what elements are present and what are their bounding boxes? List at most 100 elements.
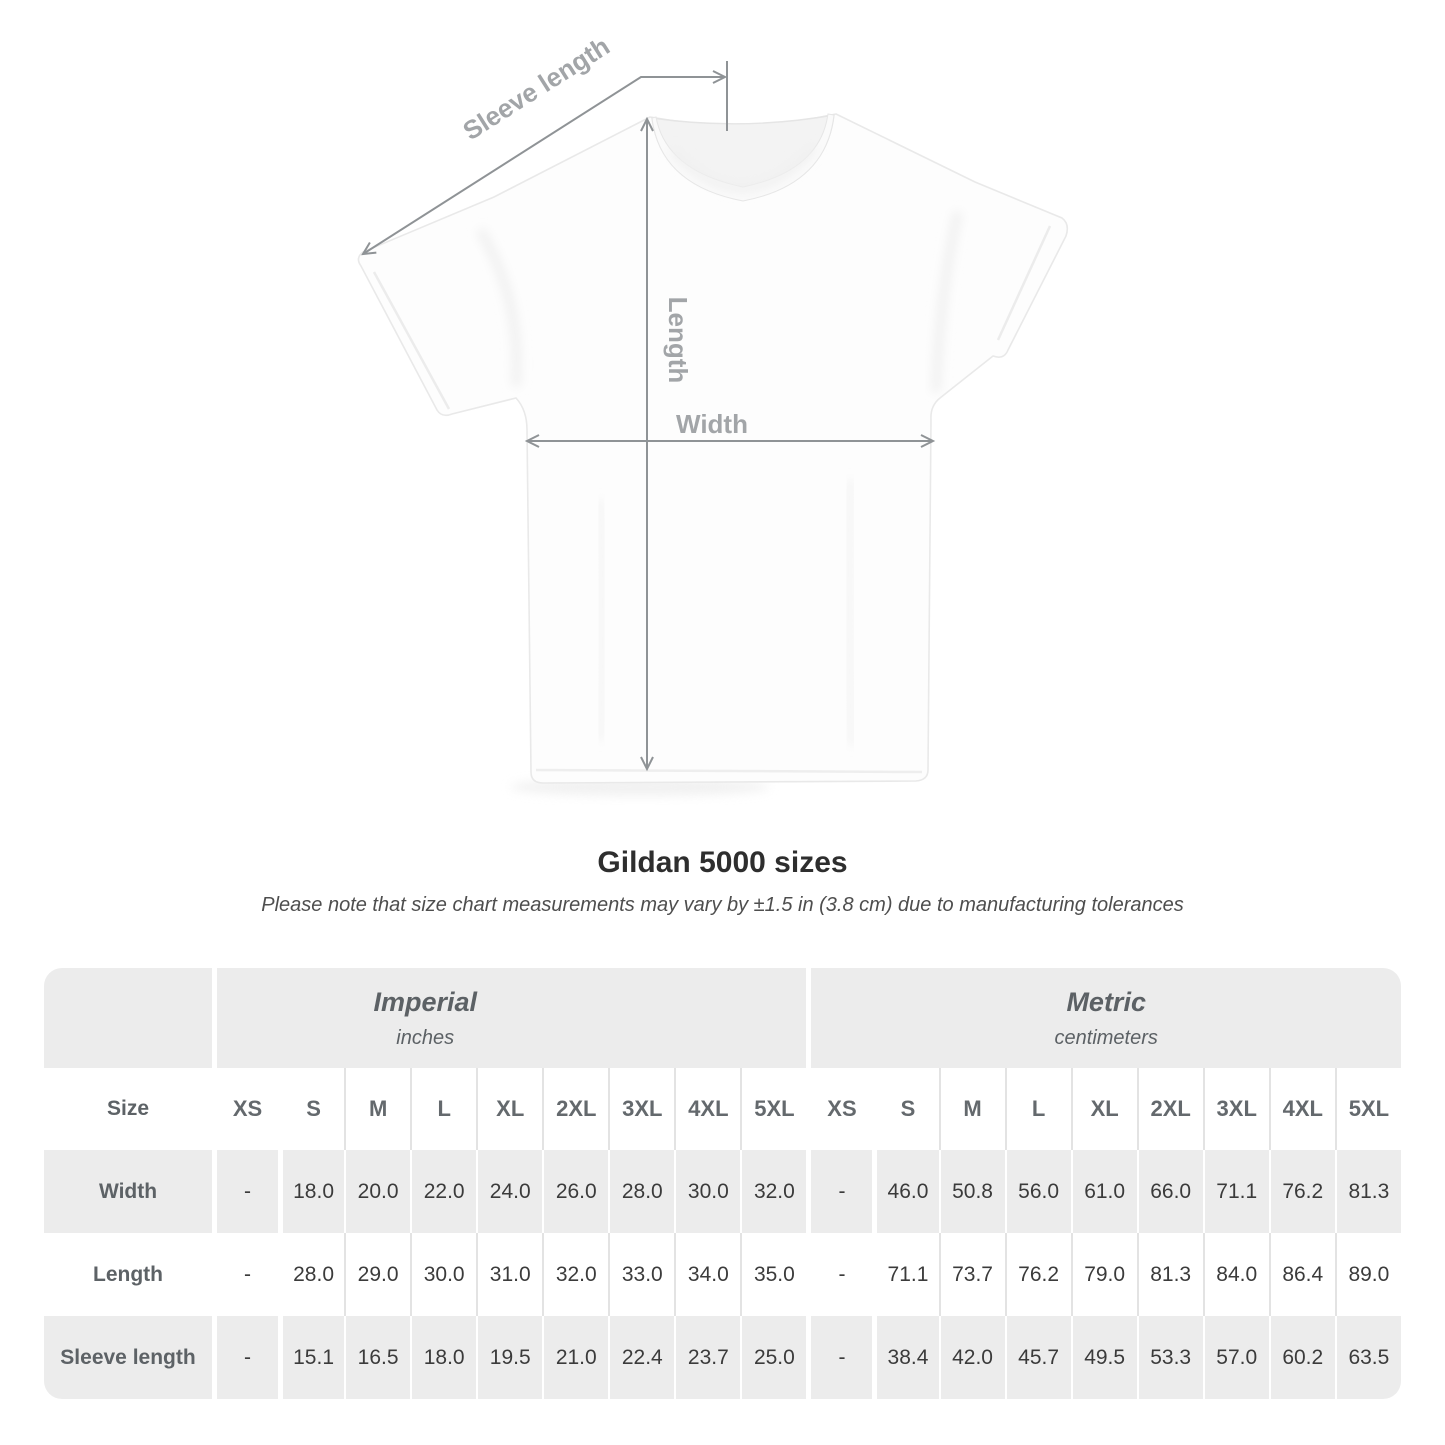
- measurement-cell: -: [806, 1316, 873, 1399]
- size-col-header-metric-2xl: 2XL: [1136, 1068, 1203, 1150]
- measurement-cell: 61.0: [1070, 1150, 1137, 1233]
- tshirt-illustration: [357, 113, 1069, 784]
- size-col-header-metric-xl: XL: [1070, 1068, 1137, 1150]
- measurement-row-width: Width -18.0 20.0 22.0 24.0 26.0 28.0 30.0 32.0-4…: [44, 1150, 1401, 1233]
- measurement-cell: -: [212, 1316, 279, 1399]
- measurement-cell: 23.7: [674, 1316, 741, 1399]
- measurement-cell: 38.4: [872, 1316, 939, 1399]
- measurement-cell: -: [212, 1233, 279, 1316]
- measurement-cell: 24.0: [476, 1150, 543, 1233]
- measurement-cell: 76.2: [1004, 1233, 1071, 1316]
- size-col-header-metric-xs: XS: [806, 1068, 873, 1150]
- row-label: Sleeve length: [44, 1316, 212, 1399]
- measurement-cell: 45.7: [1004, 1316, 1071, 1399]
- measurement-cell: 71.1: [872, 1233, 939, 1316]
- imperial-unit: inches: [396, 1026, 455, 1049]
- measurement-cell: 76.2: [1268, 1150, 1335, 1233]
- measurement-cell: 19.5: [476, 1316, 543, 1399]
- header-band-notch: [212, 968, 217, 1068]
- measurement-cell: 28.0: [278, 1233, 345, 1316]
- size-col-header-imperial-l: L: [410, 1068, 477, 1150]
- size-corner-label: Size: [44, 1068, 212, 1150]
- measurement-cell: 84.0: [1202, 1233, 1269, 1316]
- measurement-cell: 79.0: [1070, 1233, 1137, 1316]
- measurement-row-length: Length -28.0 29.0 30.0 31.0 32.0 33.0 34.0 35.0-…: [44, 1233, 1401, 1316]
- imperial-header: Imperial inches: [44, 968, 807, 1068]
- measurement-cell: 81.3: [1136, 1233, 1203, 1316]
- measurement-cell: 33.0: [608, 1233, 675, 1316]
- measurement-cell: 18.0: [278, 1150, 345, 1233]
- size-col-header-imperial-s: S: [278, 1068, 345, 1150]
- measurement-cell: 35.0: [740, 1233, 807, 1316]
- measurement-cell: 29.0: [344, 1233, 411, 1316]
- measurement-cell: 71.1: [1202, 1150, 1269, 1233]
- size-col-header-imperial-3xl: 3XL: [608, 1068, 675, 1150]
- measurement-cell: 81.3: [1334, 1150, 1401, 1233]
- measurement-cell: 16.5: [344, 1316, 411, 1399]
- measurement-cell: 21.0: [542, 1316, 609, 1399]
- size-col-header-metric-5xl: 5XL: [1334, 1068, 1401, 1150]
- sleeve-length-label: Sleeve length: [457, 31, 614, 146]
- size-col-header-metric-s: S: [872, 1068, 939, 1150]
- measurement-cell: -: [806, 1150, 873, 1233]
- measurement-cell: 60.2: [1268, 1316, 1335, 1399]
- measurement-cell: 49.5: [1070, 1316, 1137, 1399]
- size-col-header-imperial-xs: XS: [212, 1068, 279, 1150]
- size-table-container: Imperial inches Metric centimeters Size X…: [44, 968, 1401, 1399]
- measurement-cell: 22.4: [608, 1316, 675, 1399]
- measurement-cell: 63.5: [1334, 1316, 1401, 1399]
- measurement-cell: 15.1: [278, 1316, 345, 1399]
- measurement-cell: 34.0: [674, 1233, 741, 1316]
- length-label: Length: [663, 297, 693, 384]
- measurement-cell: 50.8: [938, 1150, 1005, 1233]
- measurement-cell: 28.0: [608, 1150, 675, 1233]
- size-header-row: Size XS S M L XL 2XL 3XL 4XL 5XL XS S M L XL 2XL 3XL 4XL 5…: [44, 1068, 1401, 1150]
- measurement-cell: 32.0: [740, 1150, 807, 1233]
- measurement-cell: 42.0: [938, 1316, 1005, 1399]
- row-label: Length: [44, 1233, 212, 1316]
- measurement-cell: 22.0: [410, 1150, 477, 1233]
- measurement-cell: 56.0: [1004, 1150, 1071, 1233]
- measurement-cell: 66.0: [1136, 1150, 1203, 1233]
- measurement-cell: 25.0: [740, 1316, 807, 1399]
- size-col-header-metric-m: M: [938, 1068, 1005, 1150]
- imperial-title: Imperial: [373, 986, 477, 1017]
- measurement-cell: -: [212, 1150, 279, 1233]
- metric-header: Metric centimeters: [806, 968, 1401, 1068]
- size-col-header-imperial-4xl: 4XL: [674, 1068, 741, 1150]
- measurement-cell: 31.0: [476, 1233, 543, 1316]
- unit-header-row: Imperial inches Metric centimeters: [44, 968, 1401, 1068]
- tolerance-note: Please note that size chart measurements…: [261, 894, 1184, 916]
- measurement-cell: 57.0: [1202, 1316, 1269, 1399]
- measurement-cell: 18.0: [410, 1316, 477, 1399]
- metric-title: Metric: [1066, 986, 1146, 1017]
- size-col-header-imperial-m: M: [344, 1068, 411, 1150]
- metric-unit: centimeters: [1054, 1026, 1158, 1049]
- size-col-header-imperial-2xl: 2XL: [542, 1068, 609, 1150]
- measurement-cell: 26.0: [542, 1150, 609, 1233]
- size-table: Imperial inches Metric centimeters Size X…: [44, 968, 1401, 1399]
- width-label: Width: [676, 409, 748, 439]
- sleeve-length-arrow: [361, 70, 728, 256]
- measurement-cell: 30.0: [674, 1150, 741, 1233]
- measurement-cell: 46.0: [872, 1150, 939, 1233]
- measurement-cell: 32.0: [542, 1233, 609, 1316]
- size-col-header-metric-l: L: [1004, 1068, 1071, 1150]
- size-col-header-imperial-xl: XL: [476, 1068, 543, 1150]
- row-label: Width: [44, 1150, 212, 1233]
- measurement-arrows: [361, 61, 936, 772]
- measurement-cell: 89.0: [1334, 1233, 1401, 1316]
- measurement-cell: 20.0: [344, 1150, 411, 1233]
- measurement-cell: 73.7: [938, 1233, 1005, 1316]
- size-col-header-metric-3xl: 3XL: [1202, 1068, 1269, 1150]
- page-title: Gildan 5000 sizes: [597, 846, 848, 879]
- size-col-header-metric-4xl: 4XL: [1268, 1068, 1335, 1150]
- tshirt-measurement-diagram: Sleeve length Length Width: [357, 31, 1069, 796]
- measurement-row-sleeve-length: Sleeve length -15.1 16.5 18.0 19.5 21.0 22.4 23…: [44, 1316, 1401, 1399]
- measurement-cell: 86.4: [1268, 1233, 1335, 1316]
- measurement-cell: -: [806, 1233, 873, 1316]
- measurement-cell: 30.0: [410, 1233, 477, 1316]
- measurement-cell: 53.3: [1136, 1316, 1203, 1399]
- size-col-header-imperial-5xl: 5XL: [740, 1068, 807, 1150]
